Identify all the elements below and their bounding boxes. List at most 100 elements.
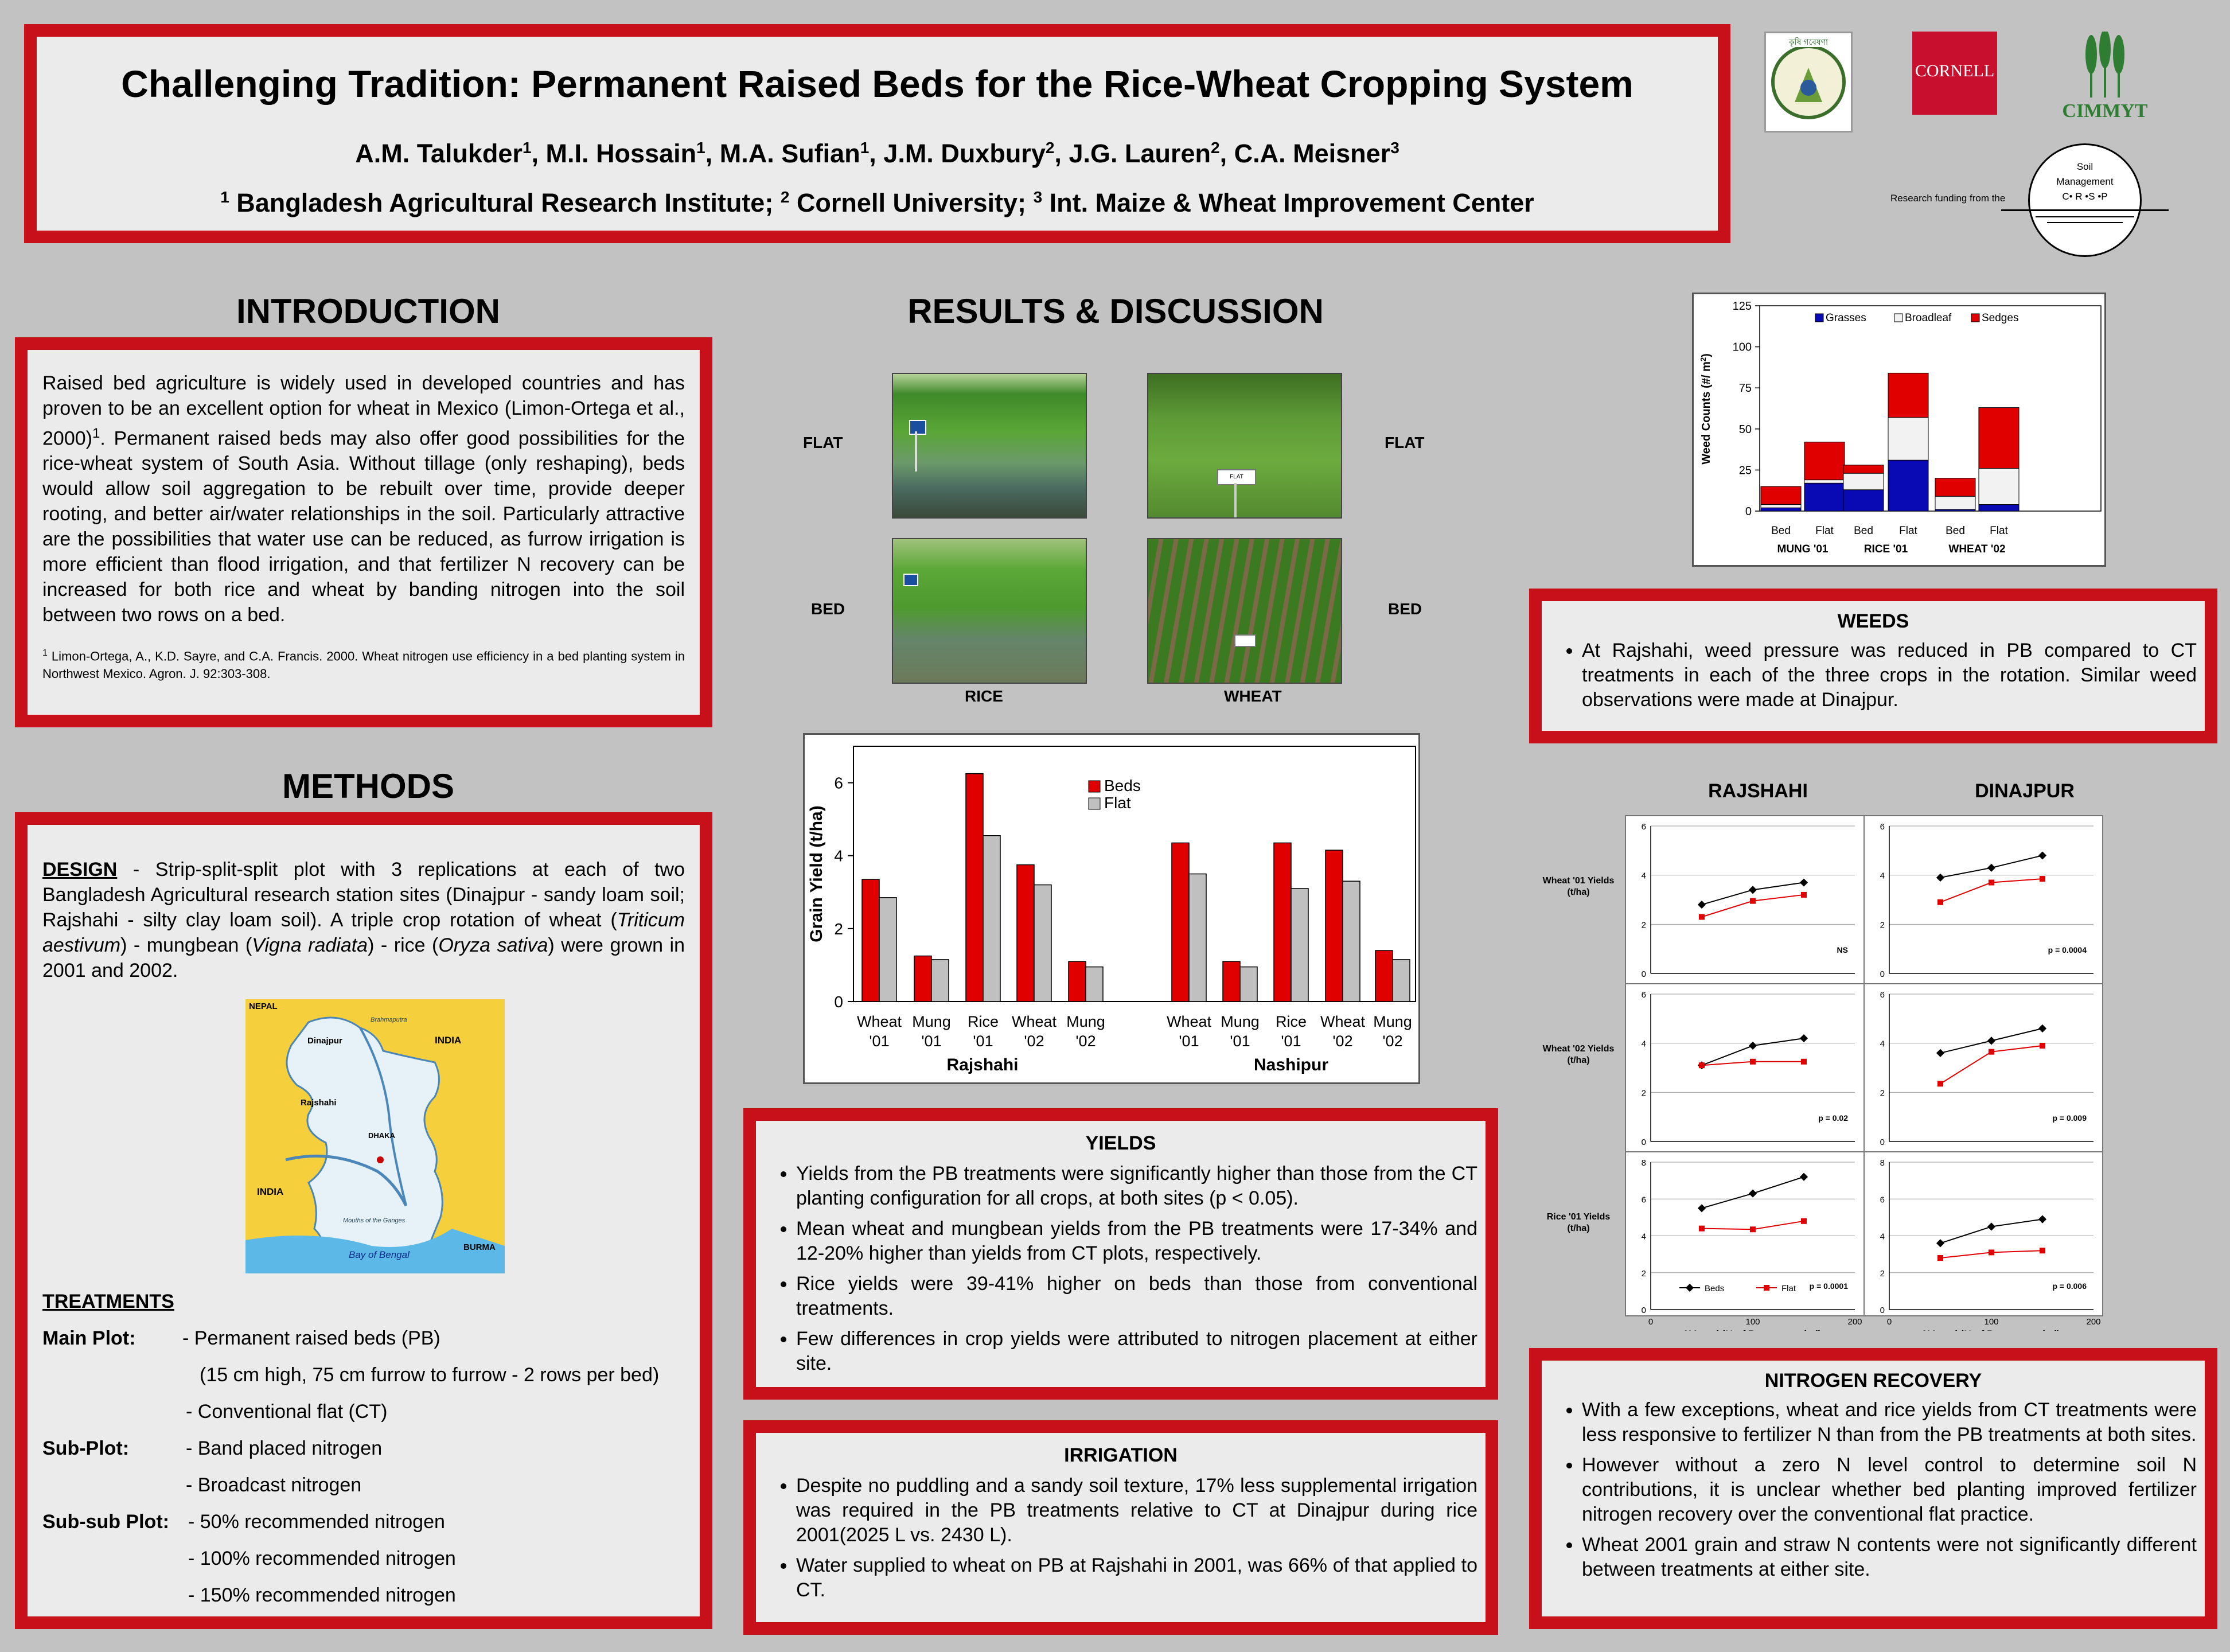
author-affiliation-number: 1 xyxy=(860,139,870,157)
yields-heading: YIELDS xyxy=(1085,1132,1156,1154)
site-label: RAJSHAHI xyxy=(1708,780,1808,802)
y-tick-label: 125 xyxy=(1733,300,1752,313)
p-value: p = 0.006 xyxy=(2052,1281,2087,1291)
author-name: A.M. Talukder xyxy=(355,139,523,168)
bar-flat xyxy=(1034,884,1052,1002)
x-tick-label: '01 xyxy=(869,1032,889,1050)
point-flat xyxy=(1801,1218,1807,1224)
y-axis-label-sup: 2 xyxy=(1699,357,1707,361)
map-label-nepal: NEPAL xyxy=(249,1002,278,1011)
legend-label: Flat xyxy=(1104,794,1131,812)
introduction-heading: INTRODUCTION xyxy=(236,292,500,330)
bar-sedges xyxy=(1843,465,1884,474)
bullet-item: Rice yields were 39-41% higher on beds t… xyxy=(796,1272,1477,1321)
y-tick-label: 6 xyxy=(1642,1195,1646,1205)
affiliation-name: Int. Maize & Wheat Improvement Center xyxy=(1049,188,1534,217)
weed-count-svg: 0 25 50 75 100 125 Weed Counts (#/ m2) Bed Flat B… xyxy=(1699,300,2102,555)
methods-box: DESIGN - Strip-split-split plot with 3 r… xyxy=(15,812,712,1629)
y-tick-label: 2 xyxy=(1642,1269,1646,1279)
row-label: Wheat '01 Yields xyxy=(1543,876,1615,886)
bar-sedges xyxy=(1978,407,2020,469)
x-tick-label: Flat xyxy=(1990,525,2008,537)
p-value: p = 0.02 xyxy=(1818,1113,1848,1123)
photo-rice-flat xyxy=(892,373,1087,519)
bar-beds xyxy=(1068,961,1086,1002)
sub-plot-2: - Broadcast nitrogen xyxy=(186,1474,362,1496)
p-value: p = 0.0004 xyxy=(2048,945,2087,954)
subsub-plot-1: - 50% recommended nitrogen xyxy=(188,1511,445,1533)
map-label-rajshahi: Rajshahi xyxy=(301,1098,337,1108)
bullet-item: Despite no puddling and a sandy soil tex… xyxy=(796,1474,1477,1548)
affiliation-number: 1 xyxy=(220,188,229,206)
legend-label: Beds xyxy=(1104,777,1141,794)
methods-design-text: DESIGN - Strip-split-split plot with 3 r… xyxy=(42,859,685,981)
point-flat xyxy=(1989,1049,1994,1055)
main-plot-1: - Permanent raised beds (PB) xyxy=(182,1327,440,1349)
bullet-item: Mean wheat and mungbean yields from the … xyxy=(796,1217,1477,1266)
bar-broadleaf xyxy=(1888,417,1929,461)
x-tick-label: 0 xyxy=(1648,1317,1653,1327)
bar-beds xyxy=(914,955,932,1002)
point-flat xyxy=(1989,879,1994,886)
grain-yield-svg: 0 2 4 6 Grain Yield (t/ha) Wheat '01 Mung '01 Ric… xyxy=(807,746,1416,1074)
point-flat xyxy=(1750,898,1756,904)
author-affiliation-number: 1 xyxy=(696,139,705,157)
bar-broadleaf xyxy=(1935,496,1976,510)
y-tick-label: 4 xyxy=(1642,1039,1646,1049)
bullet-item: With a few exceptions, wheat and rice yi… xyxy=(1582,1398,2197,1447)
n-response-figure: RAJSHAHI DINAJPUR Wheat '01 Yields (t/ha) 0 2… xyxy=(1514,780,2225,1339)
title-banner: Challenging Tradition: Permanent Raised … xyxy=(24,24,1730,243)
bar-grasses xyxy=(1804,482,1845,512)
photo-label-flat-right: FLAT xyxy=(1385,434,1425,451)
bari-logo-text: কৃষি গবেষণা xyxy=(1788,37,1829,47)
irrigation-heading: IRRIGATION xyxy=(1064,1444,1178,1466)
bar-broadleaf xyxy=(1978,468,2020,505)
point-flat xyxy=(1937,1255,1943,1261)
x-tick-label: Rice xyxy=(1276,1013,1307,1030)
row-label: (t/ha) xyxy=(1567,887,1589,897)
row-label: (t/ha) xyxy=(1567,1224,1589,1233)
irrigation-box: IRRIGATION Despite no puddling and a san… xyxy=(743,1420,1498,1635)
x-tick-label: '01 xyxy=(1230,1032,1250,1050)
point-flat xyxy=(2040,876,2045,882)
y-tick-label: 2 xyxy=(1880,920,1885,930)
legend-swatch xyxy=(1894,313,1903,322)
legend-swatch xyxy=(1088,797,1101,810)
y-tick-label: 0 xyxy=(834,993,843,1011)
photo-label-flat-left: FLAT xyxy=(803,434,843,451)
x-tick-label: 100 xyxy=(1984,1317,1998,1327)
bar-grasses xyxy=(1978,504,2020,512)
weeds-bullet-list: At Rajshahi, weed pressure was reduced i… xyxy=(1550,638,2197,712)
yields-box: YIELDS Yields from the PB treatments wer… xyxy=(743,1108,1498,1400)
y-tick-label: 4 xyxy=(1880,1232,1885,1242)
bullet-item: However without a zero N level control t… xyxy=(1582,1453,2197,1527)
bar-flat xyxy=(983,835,1001,1002)
irrigation-bullet-list: Despite no puddling and a sandy soil tex… xyxy=(764,1474,1477,1603)
row-label: Rice '01 Yields xyxy=(1547,1212,1611,1222)
bar-flat xyxy=(1291,888,1309,1002)
photo-label-wheat: WHEAT xyxy=(1224,687,1282,705)
group-label: Nashipur xyxy=(1254,1055,1328,1074)
x-tick-label: Wheat xyxy=(1167,1013,1212,1030)
bar-sedges xyxy=(1804,442,1845,481)
y-tick-label: 2 xyxy=(1642,1088,1646,1098)
photo-label-bed-left: BED xyxy=(811,600,845,618)
author-name: J.M. Duxbury xyxy=(883,139,1046,168)
bar-flat xyxy=(931,959,949,1002)
photo-label-rice: RICE xyxy=(965,687,1003,705)
weed-count-chart: 0 25 50 75 100 125 Weed Counts (#/ m2) Bed Flat B… xyxy=(1692,293,2106,567)
y-tick-label: 4 xyxy=(1880,1039,1885,1049)
bullet-item: At Rajshahi, weed pressure was reduced i… xyxy=(1582,638,2197,712)
x-tick-label: 200 xyxy=(2086,1317,2100,1327)
bangladesh-map: NEPAL INDIA Dinajpur Brahmaputra Rajshah… xyxy=(245,999,505,1275)
x-tick-label: 0 xyxy=(1887,1317,1892,1327)
bar-beds xyxy=(1375,950,1393,1002)
bar-beds xyxy=(965,773,984,1002)
bar-beds xyxy=(1171,842,1190,1002)
y-tick-label: 4 xyxy=(1642,1232,1646,1242)
treatments-section: TREATMENTS Main Plot: - Permanent raised… xyxy=(42,1291,702,1606)
photo-rice-bed xyxy=(892,538,1087,684)
map-label-ganges: Mouths of the Ganges xyxy=(343,1217,406,1224)
x-tick-label: '02 xyxy=(1024,1032,1044,1050)
point-flat xyxy=(2040,1042,2045,1049)
